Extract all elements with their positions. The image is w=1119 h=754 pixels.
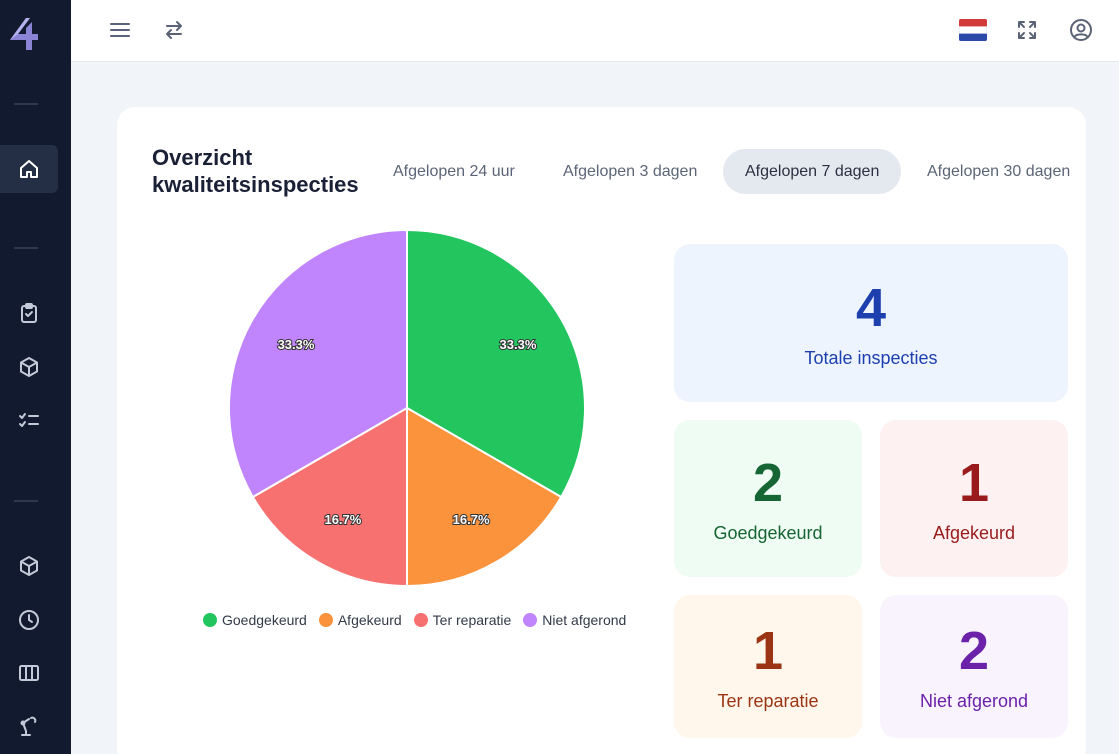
stat-total-value: 4 — [855, 277, 887, 338]
clock-icon — [19, 610, 39, 630]
tab-last-24-hours[interactable]: Afgelopen 24 uur — [393, 162, 515, 180]
user-circle-icon — [1070, 19, 1092, 41]
stat-rejected: 1 Afgekeurd — [880, 420, 1068, 577]
legend-label: Goedgekeurd — [222, 612, 307, 628]
pie-slice-afgekeurd[interactable] — [406, 406, 563, 588]
columns-icon — [19, 665, 39, 681]
cube-outline-icon — [20, 556, 38, 576]
stat-unfinished: 2 Niet afgerond — [880, 595, 1068, 738]
sidebar-divider — [14, 247, 38, 249]
sidebar-item-board[interactable] — [0, 649, 58, 697]
legend-dot — [523, 613, 538, 627]
stat-rejected-value: 1 — [958, 453, 990, 513]
dutch-flag-icon — [959, 19, 987, 41]
pie-slice-label: 33.3% — [500, 337, 537, 352]
legend-dot — [203, 613, 217, 627]
card-title-line2: kwaliteitsinspecties — [152, 172, 359, 197]
card-title-line1: Overzicht — [152, 145, 253, 170]
legend-label: Ter reparatie — [432, 612, 512, 628]
legend-label: Niet afgerond — [542, 612, 627, 628]
menu-icon — [110, 23, 130, 37]
menu-button[interactable] — [103, 13, 137, 47]
pie-slice-label: 16.7% — [453, 512, 490, 527]
stat-repair-value: 1 — [752, 621, 784, 681]
pie-slice-niet-afgerond[interactable] — [228, 228, 408, 499]
switch-arrows-icon — [166, 21, 182, 39]
clipboard-check-icon — [21, 303, 37, 323]
tab-last-30-days[interactable]: Afgelopen 30 dagen — [927, 162, 1071, 180]
tab-last-3-days[interactable]: Afgelopen 3 dagen — [563, 162, 698, 180]
legend-item-goedgekeurd[interactable]: Goedgekeurd — [203, 612, 307, 628]
robot-arm-icon — [20, 716, 37, 736]
sidebar-item-parts[interactable] — [0, 542, 58, 590]
inspections-pie-chart: 33.3% 16.7% 16.7% 33.3% — [228, 228, 586, 588]
stat-total-label: Totale inspecties — [804, 347, 938, 368]
fullscreen-icon — [1018, 21, 1036, 39]
switch-button[interactable] — [157, 13, 191, 47]
sidebar-item-inspections[interactable] — [0, 289, 58, 337]
language-button[interactable] — [956, 13, 990, 47]
stat-approved-value: 2 — [752, 453, 784, 513]
sidebar-item-products[interactable] — [0, 343, 58, 391]
stat-unfinished-value: 2 — [958, 621, 990, 681]
user-menu-button[interactable] — [1064, 13, 1098, 47]
logo[interactable] — [8, 14, 44, 54]
pie-slice-label: 16.7% — [324, 512, 361, 527]
sidebar-item-machines[interactable] — [0, 702, 58, 750]
tab-last-7-days[interactable]: Afgelopen 7 dagen — [723, 149, 902, 194]
sidebar-item-history[interactable] — [0, 596, 58, 644]
sidebar-divider — [14, 500, 38, 502]
legend-item-ter-reparatie[interactable]: Ter reparatie — [413, 612, 512, 628]
legend-item-afgekeurd[interactable]: Afgekeurd — [318, 612, 402, 628]
stat-repair-label: Ter reparatie — [717, 691, 819, 711]
topbar — [71, 0, 1119, 62]
legend-label: Afgekeurd — [337, 612, 402, 628]
fullscreen-button[interactable] — [1010, 13, 1044, 47]
stat-approved: 2 Goedgekeurd — [674, 420, 862, 577]
sidebar-item-home[interactable] — [0, 145, 58, 193]
pie-slice-label: 33.3% — [278, 337, 315, 352]
stat-unfinished-label: Niet afgerond — [919, 691, 1029, 711]
card-title: Overzicht kwaliteitsinspecties — [152, 144, 359, 198]
pie-slice-goedgekeurd[interactable] — [406, 228, 586, 499]
sidebar-divider — [14, 103, 38, 105]
legend-item-niet-afgerond[interactable]: Niet afgerond — [523, 612, 626, 628]
stat-total-inspections: 4 Totale inspecties — [674, 244, 1068, 402]
stat-repair: 1 Ter reparatie — [674, 595, 862, 738]
legend-dot — [318, 613, 333, 627]
stat-rejected-label: Afgekeurd — [932, 523, 1016, 543]
home-icon — [20, 160, 38, 178]
sidebar — [0, 0, 71, 754]
legend-dot — [413, 613, 428, 627]
stat-approved-label: Goedgekeurd — [713, 523, 823, 543]
cube-icon — [20, 357, 38, 377]
inspections-overview-card: Overzicht kwaliteitsinspecties Afgelopen… — [117, 107, 1086, 754]
sidebar-item-checklists[interactable] — [0, 396, 58, 444]
checklist-icon — [19, 413, 39, 427]
pie-slice-ter-reparatie[interactable] — [251, 406, 408, 588]
chart-legend: Goedgekeurd Afgekeurd Ter reparatie Niet af… — [203, 612, 626, 628]
